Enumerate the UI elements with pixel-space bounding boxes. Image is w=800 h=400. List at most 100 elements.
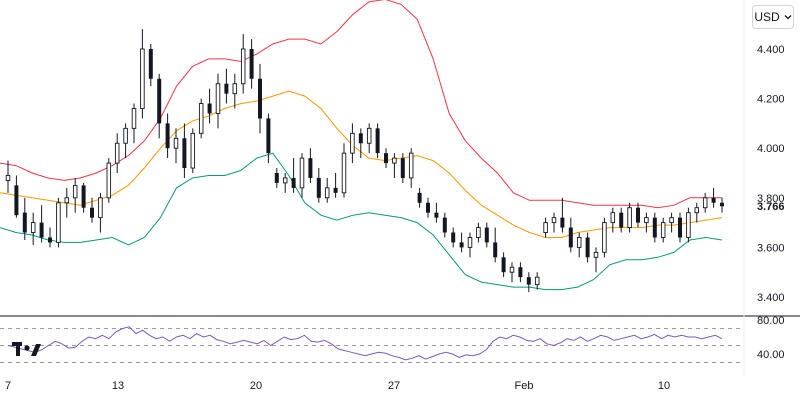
- candle: [266, 113, 271, 164]
- candle-body-down: [678, 217, 682, 238]
- candle: [5, 160, 11, 193]
- time-tick-label: 13: [112, 380, 124, 392]
- time-axis[interactable]: 7 13 20 27 Feb 10: [5, 380, 670, 392]
- candle: [484, 222, 489, 248]
- candle-body-down: [358, 133, 363, 144]
- candle-body-down: [585, 237, 590, 258]
- candle: [602, 217, 607, 258]
- candle-body-up: [627, 207, 632, 229]
- candle: [694, 202, 700, 223]
- candle: [720, 197, 724, 213]
- candle: [501, 252, 506, 278]
- candle-body-up: [232, 83, 238, 95]
- candle-body-up: [350, 132, 355, 154]
- candle: [417, 187, 422, 208]
- candle: [585, 232, 590, 263]
- candle: [660, 217, 666, 243]
- candle-body-down: [258, 78, 262, 119]
- candle: [14, 175, 19, 218]
- currency-selector[interactable]: USD: [752, 5, 794, 29]
- candle: [392, 153, 397, 178]
- currency-label: USD: [754, 10, 780, 24]
- candle-body-down: [157, 78, 162, 124]
- candle: [434, 202, 439, 223]
- candle: [375, 123, 380, 159]
- candle: [232, 73, 238, 109]
- rsi-axis[interactable]: 80.00 40.00: [757, 315, 785, 361]
- candle: [114, 133, 120, 173]
- candle-body-up: [576, 237, 582, 248]
- candle-body-up: [240, 48, 246, 85]
- rsi-series-line: [7, 326, 723, 361]
- candle-body-up: [593, 251, 599, 258]
- candle: [610, 207, 616, 233]
- candle: [182, 123, 187, 178]
- rsi-bands: [0, 328, 744, 363]
- candle: [215, 73, 221, 129]
- candle-body-up: [669, 217, 674, 224]
- candle: [384, 148, 388, 169]
- candle: [308, 148, 313, 183]
- time-tick-label: 20: [250, 380, 262, 392]
- candle: [576, 232, 582, 258]
- candle: [131, 103, 137, 144]
- candle-body-up: [5, 175, 11, 181]
- candle-body-down: [652, 217, 657, 238]
- candle-body-up: [30, 222, 36, 233]
- candle-body-down: [711, 197, 716, 203]
- candle: [652, 212, 657, 243]
- last-price-label: 3.766: [757, 201, 785, 213]
- candle: [299, 153, 305, 198]
- candle-body-up: [72, 184, 78, 199]
- candle: [258, 63, 262, 134]
- time-tick-label: 7: [5, 380, 11, 392]
- candle: [207, 88, 212, 124]
- candle-body-up: [467, 237, 473, 248]
- candle-body-up: [660, 222, 666, 238]
- time-tick-label: Feb: [515, 380, 534, 392]
- candle-body-up: [476, 227, 481, 238]
- time-tick-label: 10: [658, 380, 670, 392]
- candle: [543, 217, 548, 238]
- candle: [509, 262, 515, 283]
- candle-body-down: [291, 177, 296, 188]
- time-tick-label: 27: [388, 380, 400, 392]
- candle: [350, 123, 355, 164]
- candle: [316, 168, 321, 203]
- candle-body-up: [190, 132, 196, 169]
- candle: [72, 177, 78, 213]
- candle: [333, 173, 338, 198]
- rsi-tick-label: 80.00: [757, 315, 785, 327]
- candle-body-down: [148, 49, 153, 79]
- candle: [282, 173, 288, 193]
- candle-body-up: [56, 202, 61, 243]
- candle-body-up: [64, 197, 70, 204]
- candle: [291, 158, 296, 193]
- candle-body-down: [493, 242, 498, 258]
- candle-body-up: [98, 197, 103, 219]
- candle: [98, 192, 103, 233]
- candle-body-up: [644, 217, 649, 224]
- candle: [165, 113, 170, 159]
- price-tick-label: 4.000: [757, 143, 785, 155]
- candle-body-up: [299, 157, 305, 189]
- candle: [240, 34, 246, 94]
- tradingview-logo[interactable]: [12, 342, 41, 356]
- candle: [426, 197, 430, 218]
- price-axis[interactable]: 4.400 4.200 4.000 3.800 3.600 3.400: [757, 44, 785, 304]
- candle-body-down: [518, 267, 523, 278]
- candle-body-down: [459, 242, 464, 248]
- candle-body-down: [384, 153, 388, 164]
- candle-body-down: [568, 227, 573, 248]
- candle: [442, 212, 447, 238]
- price-tick-label: 3.600: [757, 242, 785, 254]
- candle-body-down: [90, 207, 94, 218]
- candle: [249, 39, 254, 89]
- candle-body-up: [534, 276, 540, 286]
- candle-body-up: [140, 48, 145, 109]
- candle: [467, 232, 473, 258]
- candle-body-up: [114, 142, 120, 164]
- candle-body-up: [366, 127, 372, 144]
- candle-body-down: [165, 123, 170, 149]
